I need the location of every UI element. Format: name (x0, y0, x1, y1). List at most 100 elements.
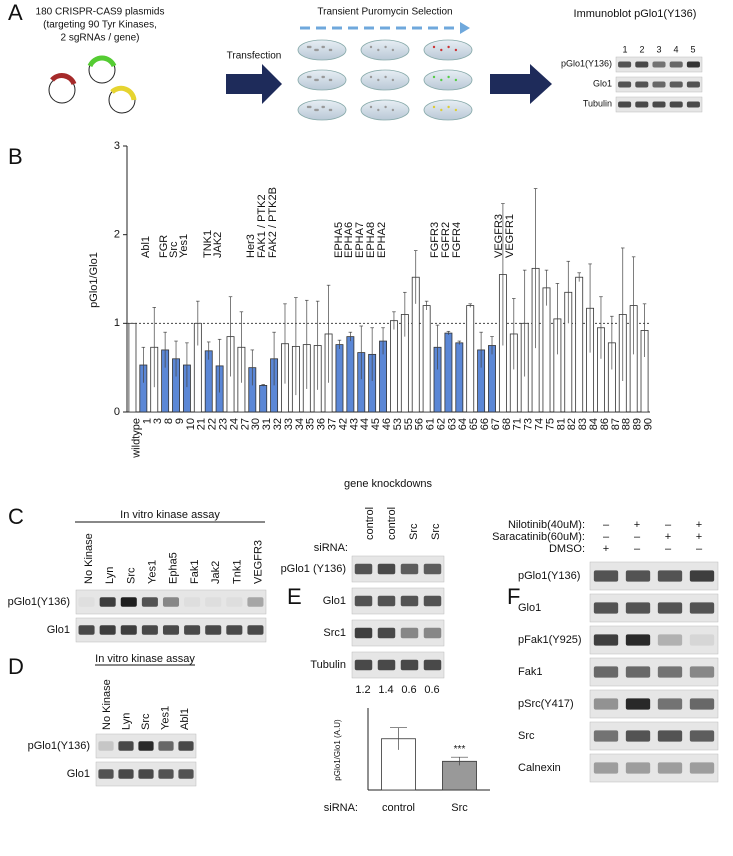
x-tick-label: 42 (337, 418, 349, 430)
blot-band (98, 769, 114, 779)
blot-band (400, 627, 419, 639)
bar (455, 342, 464, 413)
cell (454, 78, 458, 82)
blot-band (377, 563, 396, 575)
blot-band (120, 597, 137, 607)
row-label: Src1 (323, 627, 346, 639)
x-tick-label: 23 (218, 418, 230, 430)
blot-band (635, 81, 649, 88)
x-tick-label: wildtype (130, 418, 142, 459)
blot-band (247, 597, 264, 607)
row-label: Glo1 (67, 768, 90, 780)
lane-label: 4 (673, 44, 678, 54)
treatment-mark: – (603, 531, 610, 543)
blot-band (184, 597, 201, 607)
blot-band (689, 570, 715, 582)
x-tick-label: 36 (316, 418, 328, 430)
cell (440, 108, 443, 112)
cell (432, 105, 436, 109)
panel-letter: E (287, 584, 302, 609)
gene-label: Src (168, 241, 180, 258)
cell (391, 48, 395, 52)
blot-band (669, 61, 683, 68)
lane-label: Yes1 (159, 706, 171, 730)
x-tick-label: 88 (621, 418, 633, 430)
x-tick-label: 3 (152, 418, 164, 424)
blot-band (118, 741, 134, 751)
dish (360, 39, 410, 61)
panel-letter: A (8, 0, 23, 25)
cell (369, 45, 373, 49)
cell (454, 108, 458, 112)
blot-band (118, 769, 134, 779)
cell (377, 108, 380, 112)
gene-label: Her3 (245, 234, 257, 258)
blot-band (158, 741, 174, 751)
row-label: Glo1 (593, 78, 612, 88)
bar (259, 384, 268, 413)
quantification: 1.2 (355, 684, 370, 696)
blot-band (657, 762, 683, 774)
gene-label: FGFR3 (429, 222, 441, 258)
cell (432, 75, 436, 79)
row-label: pFak1(Y925) (518, 634, 582, 646)
bar (422, 305, 431, 413)
blot-band (657, 570, 683, 582)
x-tick-label: 73 (523, 418, 535, 430)
gene-label: VEGFR3 (493, 214, 505, 258)
x-tick-label: 43 (348, 418, 360, 430)
lane-label: 3 (656, 44, 661, 54)
cell (391, 108, 395, 112)
blot-band (625, 698, 651, 710)
treatment-mark: – (665, 519, 672, 531)
gene-label: FGFR2 (440, 222, 452, 258)
cell (440, 78, 443, 82)
y-axis-title: pGlo1/Glo1 (88, 252, 100, 308)
blot-band (593, 730, 619, 742)
treatment-label: DMSO: (549, 543, 585, 555)
cell (316, 78, 319, 82)
gene-label: Abl1 (140, 236, 152, 258)
blot-band (423, 595, 442, 607)
y-tick-label: 3 (114, 140, 120, 152)
row-label: Glo1 (518, 602, 541, 614)
cell (369, 75, 373, 79)
cell (329, 48, 333, 52)
blot-band (689, 698, 715, 710)
lane-label: Epha5 (168, 552, 180, 584)
assay-title: In vitro kinase assay (120, 509, 220, 521)
x-tick-label: 66 (479, 418, 491, 430)
blot-band (686, 101, 700, 108)
blot-band (423, 627, 442, 639)
row-label: pSrc(Y417) (518, 698, 574, 710)
blot-band (377, 659, 396, 671)
quantification: 0.6 (401, 684, 416, 696)
row-label: pGlo1 (Y136) (281, 563, 346, 575)
row-label: Src (518, 730, 535, 742)
blot-band (162, 597, 180, 607)
x-tick-label: 63 (446, 418, 458, 430)
bar (488, 345, 496, 413)
bar (346, 336, 355, 413)
treatment-label: Saracatinib(60uM): (492, 531, 585, 543)
bar (128, 322, 137, 413)
treatment-label: Nilotinib(40uM): (508, 519, 585, 531)
bar (204, 350, 213, 413)
row-label: pGlo1(Y136) (8, 596, 70, 608)
cell (316, 108, 319, 112)
gene-label: EPHA8 (365, 222, 377, 258)
blot-band (98, 741, 114, 751)
lane-label: Lyn (104, 567, 116, 584)
row-label: pGlo1(Y136) (518, 570, 580, 582)
blot-strip (589, 753, 719, 783)
bar (335, 344, 344, 413)
blot-band (689, 634, 715, 646)
blot-band (652, 101, 666, 108)
treatment-mark: + (665, 531, 671, 543)
blot-band (354, 563, 373, 575)
blot-band (652, 61, 666, 68)
lane-label: No Kinase (101, 679, 113, 730)
blot-band (689, 666, 715, 678)
cell (322, 45, 325, 49)
